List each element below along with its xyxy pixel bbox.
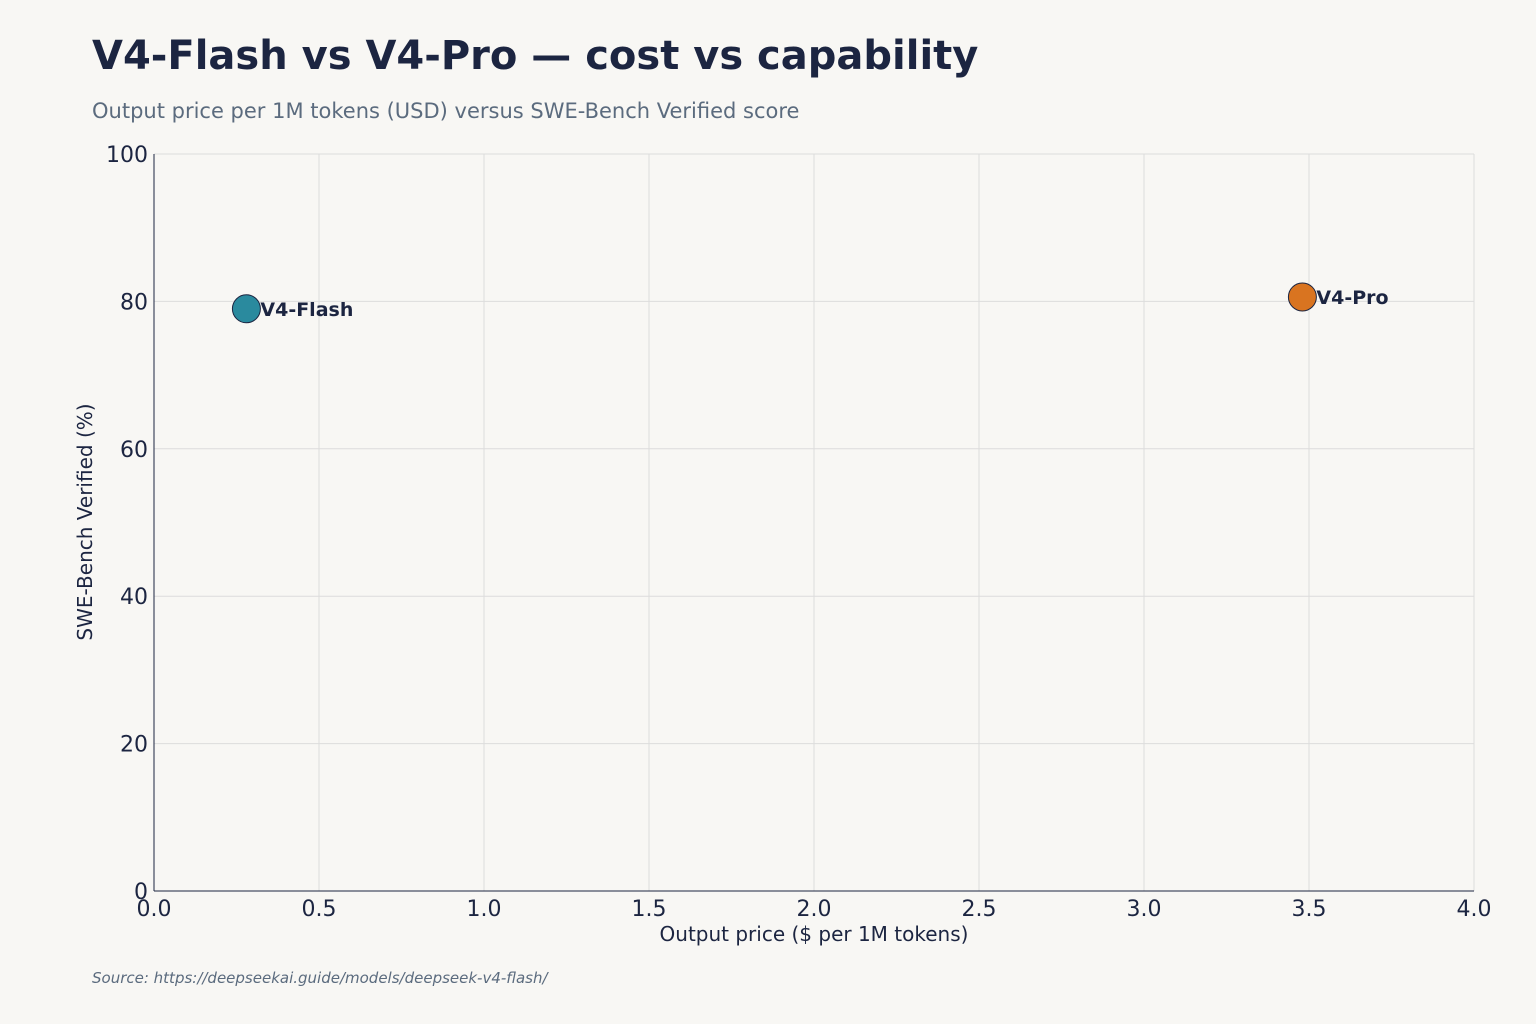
data-label-v4-flash: V4-Flash: [260, 299, 353, 321]
chart-subtitle: Output price per 1M tokens (USD) versus …: [92, 99, 800, 123]
data-points: V4-Flash V4-Pro: [231, 282, 1389, 324]
y-tick-label: 40: [120, 585, 148, 610]
tick-labels: 0.0 0.5 1.0 1.5 2.0 2.5 3.0 3.5 4.0 0 20 40 60 80 100: [106, 143, 1492, 922]
y-tick-label: 80: [120, 290, 148, 315]
x-tick-label: 1.0: [467, 897, 502, 922]
x-tick-label: 2.5: [962, 897, 997, 922]
x-axis-label: Output price ($ per 1M tokens): [660, 922, 969, 946]
y-axis-label: SWE-Bench Verified (%): [73, 403, 97, 640]
x-tick-label: 0.5: [302, 897, 337, 922]
grid-lines: [153, 153, 1475, 892]
x-tick-label: 0.0: [137, 897, 172, 922]
x-tick-label: 1.5: [632, 897, 667, 922]
y-tick-label: 0: [134, 880, 148, 905]
data-point-v4-pro: [1287, 282, 1317, 312]
chart-title: V4-Flash vs V4-Pro — cost vs capability: [92, 33, 979, 79]
y-tick-label: 60: [120, 438, 148, 463]
y-tick-label: 100: [106, 143, 148, 168]
data-point-v4-flash: [231, 294, 261, 324]
x-tick-label: 3.5: [1292, 897, 1327, 922]
axes: [153, 154, 1474, 892]
source-note: Source: https://deepseekai.guide/models/…: [92, 969, 548, 987]
data-label-v4-pro: V4-Pro: [1316, 287, 1388, 309]
x-tick-label: 2.0: [797, 897, 832, 922]
y-tick-label: 20: [120, 733, 148, 758]
x-tick-label: 4.0: [1457, 897, 1492, 922]
x-tick-label: 3.0: [1127, 897, 1162, 922]
